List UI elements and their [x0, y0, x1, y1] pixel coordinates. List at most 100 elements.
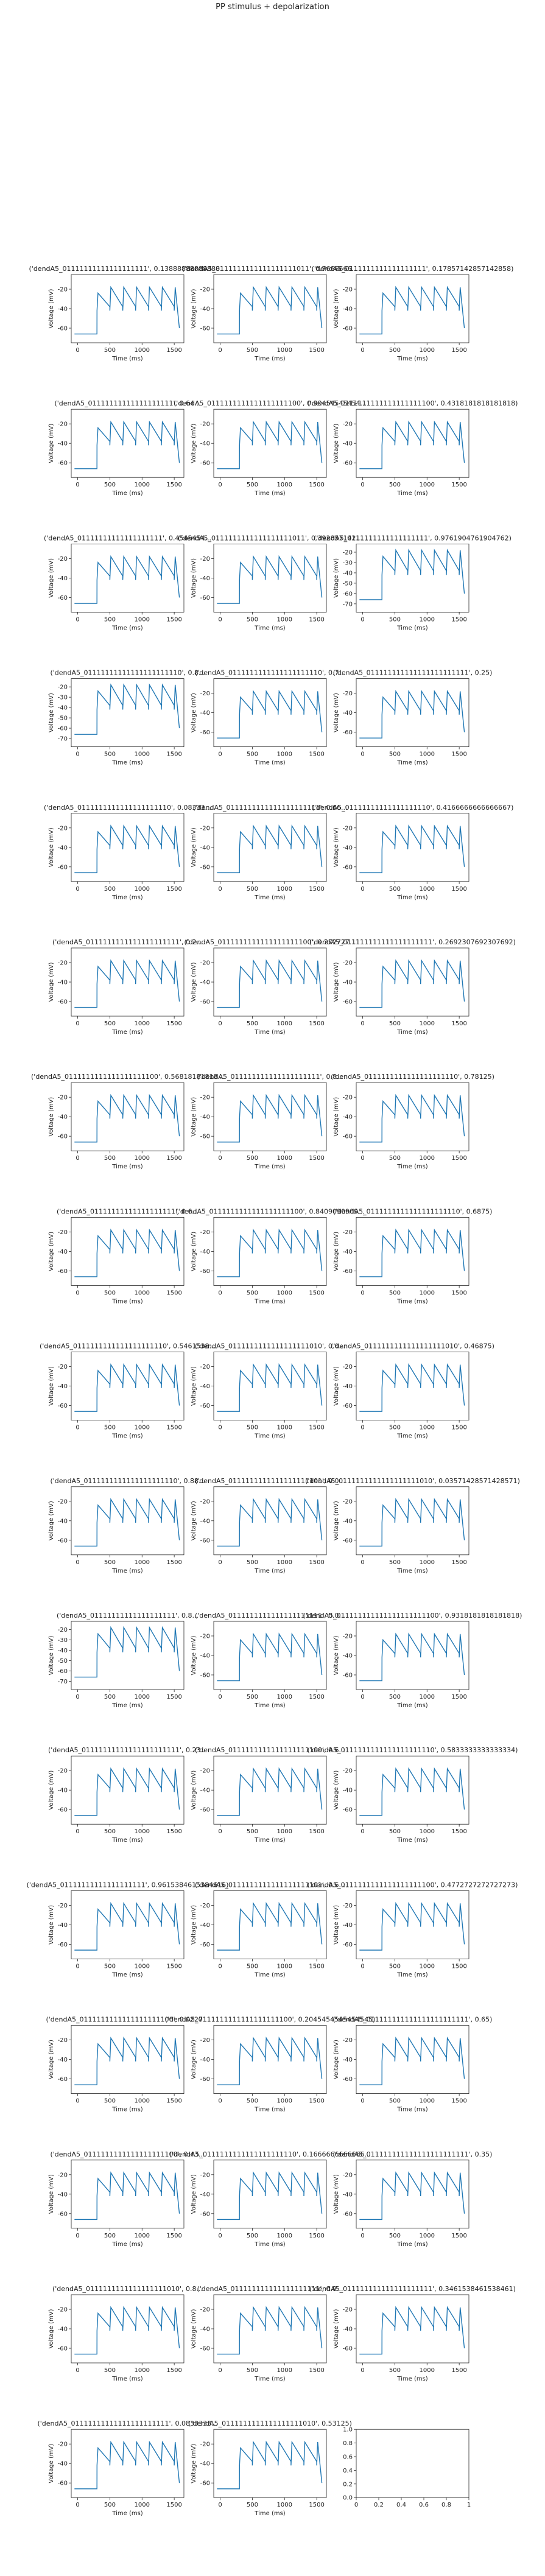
- x-axis-label: Time (ms): [111, 1971, 143, 1978]
- axes-frame: [71, 678, 185, 747]
- x-tick-label: 1500: [166, 1828, 181, 1835]
- y-tick-label: -40: [343, 710, 353, 717]
- subplot-title: ('dendA5_0111111111111111111101', 0.0...: [195, 1477, 345, 1485]
- x-axis-label: Time (ms): [111, 2510, 143, 2517]
- x-tick-label: 1000: [420, 1694, 435, 1700]
- subplot-21: ('dendA5_0111111111111111111110', 0.7812…: [331, 1073, 494, 1170]
- subplot-title: ('dendA5_0111111111111111111100', 0.43..…: [50, 2150, 205, 2158]
- x-tick-label: 500: [104, 2367, 116, 2374]
- y-tick-label: -20: [343, 825, 353, 832]
- axes-frame: [213, 2025, 327, 2094]
- x-tick-label: 1500: [166, 2098, 181, 2105]
- y-tick-label: -20: [200, 556, 210, 563]
- subplot-title: ('dendA5_0111111111111111111110', 0.7812…: [331, 1073, 494, 1081]
- x-tick-label: 500: [247, 1963, 258, 1970]
- x-axis-label: Time (ms): [396, 760, 428, 767]
- axes-frame: [356, 1621, 469, 1690]
- y-tick-label: -20: [343, 690, 353, 697]
- y-tick-label: -40: [200, 2191, 210, 2198]
- x-tick-label: 500: [247, 1290, 258, 1296]
- y-tick-label: -60: [200, 1134, 210, 1140]
- y-axis-label: Voltage (mV): [48, 2040, 55, 2079]
- x-tick-label: 500: [247, 2233, 258, 2239]
- x-tick-label: 1000: [135, 1694, 150, 1700]
- x-tick-label: 1000: [277, 1020, 292, 1027]
- y-tick-label: -40: [200, 1788, 210, 1794]
- x-tick-label: 1000: [135, 1425, 150, 1431]
- y-tick-label: -40: [343, 1518, 353, 1525]
- y-tick-label: -60: [343, 326, 353, 332]
- subplot-title: ('dendA5_0111111111111111111100', 0.4772…: [308, 1881, 518, 1889]
- x-axis-label: Time (ms): [396, 490, 428, 497]
- y-tick-label: -20: [343, 1768, 353, 1775]
- subplot-title: ('dendA5_0111111111111111111101', 0.6...: [195, 1881, 345, 1889]
- y-tick-label: -40: [200, 1922, 210, 1929]
- x-tick-label: 500: [247, 751, 258, 758]
- axes-frame: [71, 947, 185, 1017]
- y-tick-label: -40: [200, 575, 210, 582]
- y-tick-label: -60: [58, 1134, 68, 1140]
- voltage-trace: [74, 824, 180, 874]
- subplot-title: ('dendA5_011111111111111111111', 0.8...: [197, 1073, 343, 1081]
- voltage-trace: [217, 2440, 323, 2490]
- x-tick-label: 0: [76, 886, 79, 893]
- x-tick-label: 500: [389, 2098, 401, 2105]
- subplot-35: ('dendA5_0111111111111111111100', 0.6...…: [191, 1746, 345, 1844]
- x-tick-label: 500: [247, 2502, 258, 2508]
- axes-frame: [213, 1217, 327, 1286]
- y-tick-label: -40: [58, 441, 68, 447]
- x-tick-label: 500: [389, 1559, 401, 1566]
- x-tick-label: 1500: [451, 2233, 466, 2239]
- y-axis-label: Voltage (mV): [191, 1097, 197, 1137]
- subplot-title: ('dendA5_01111111111111111111111', 0.23.…: [48, 1746, 207, 1754]
- x-tick-label: 1000: [135, 1963, 150, 1970]
- voltage-trace: [359, 1498, 465, 1547]
- y-tick-label: 0.4: [343, 2468, 353, 2474]
- axes-frame: [213, 813, 327, 882]
- x-tick-label: 500: [247, 482, 258, 488]
- x-axis-label: Time (ms): [254, 1971, 286, 1978]
- y-tick-label: -20: [343, 960, 353, 967]
- subplot-22: ('dendA5_01111111111111111111', 0.6... 0 5…: [48, 1207, 199, 1305]
- subplot-15: ('dendA5_01111111111111111110', 0.416666…: [312, 804, 514, 901]
- subplot-41: ('dendA5_0111111111111111111100', 0.2045…: [165, 2016, 376, 2113]
- x-tick-label: 1000: [277, 1559, 292, 1566]
- x-axis-label: Time (ms): [396, 625, 428, 631]
- y-tick-label: -40: [58, 844, 68, 851]
- y-tick-label: -60: [58, 1807, 68, 1814]
- x-tick-label: 0: [218, 2502, 222, 2508]
- x-tick-label: 1500: [166, 2502, 181, 2508]
- voltage-trace: [359, 690, 465, 739]
- y-tick-label: -20: [200, 2037, 210, 2044]
- x-axis-label: Time (ms): [396, 1298, 428, 1305]
- x-axis-label: Time (ms): [396, 894, 428, 901]
- y-tick-label: -20: [343, 1498, 353, 1505]
- subplot-34: ('dendA5_01111111111111111111111', 0.23.…: [48, 1746, 207, 1844]
- y-tick-label: -60: [58, 864, 68, 871]
- y-axis-label: Voltage (mV): [333, 962, 340, 1002]
- y-axis-label: Voltage (mV): [333, 1097, 340, 1137]
- x-axis-label: Time (ms): [396, 1163, 428, 1170]
- axes-frame: [213, 2160, 327, 2229]
- x-tick-label: 1500: [166, 1425, 181, 1431]
- x-tick-label: 1000: [277, 751, 292, 758]
- axes-frame: [71, 1621, 185, 1690]
- y-axis-label: Voltage (mV): [48, 693, 55, 732]
- y-axis-label: Voltage (mV): [333, 2040, 340, 2079]
- y-axis-label: Voltage (mV): [48, 1366, 55, 1406]
- voltage-trace: [217, 286, 323, 335]
- y-axis-label: Voltage (mV): [333, 827, 340, 867]
- y-tick-label: -60: [343, 591, 353, 597]
- y-tick-label: -20: [200, 421, 210, 428]
- y-axis-label: Voltage (mV): [191, 827, 197, 867]
- x-tick-label: 1500: [166, 616, 181, 623]
- voltage-trace: [74, 555, 180, 604]
- y-tick-label: -20: [200, 1229, 210, 1236]
- axes-frame: [356, 678, 469, 747]
- subplot-title: ('dendA5_01111111111111111111110', 0.8..…: [50, 669, 205, 677]
- x-tick-label: 1500: [309, 886, 324, 893]
- x-axis-label: Time (ms): [111, 2241, 143, 2248]
- y-axis-label: Voltage (mV): [191, 1366, 197, 1406]
- y-tick-label: -60: [58, 999, 68, 1006]
